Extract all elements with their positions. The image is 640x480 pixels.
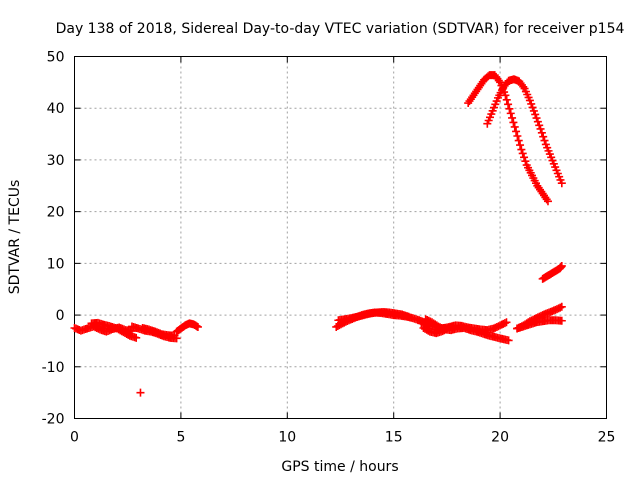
data-point [514, 136, 523, 145]
grid-layer [74, 56, 607, 419]
data-point [557, 179, 566, 188]
data-point [535, 121, 544, 130]
y-tick-label: 30 [47, 153, 65, 169]
data-point [532, 114, 541, 123]
series-arc-10 [417, 319, 458, 333]
y-tick-label: 10 [47, 256, 65, 272]
x-axis-label: GPS time / hours [281, 459, 398, 475]
data-point [529, 106, 538, 115]
y-tick-label: -20 [42, 412, 65, 428]
x-tick-label: 15 [385, 430, 403, 446]
data-point [518, 149, 527, 158]
data-point [557, 316, 566, 325]
series-arc-7 [334, 307, 413, 325]
data-point [537, 128, 546, 137]
plot-frame [74, 56, 607, 419]
data-point [136, 388, 145, 397]
x-tick-label: 0 [70, 430, 79, 446]
y-tick-label: 40 [47, 101, 65, 117]
ticks-layer: 0 5 10 15 20 25 -20 -10 0 10 20 30 40 50 [42, 50, 616, 446]
series-arc-2 [87, 318, 141, 342]
data-point [533, 117, 542, 126]
series-arc-15 [483, 75, 566, 188]
data-point [528, 103, 537, 112]
series-outlier [136, 388, 145, 397]
data-point [557, 261, 566, 270]
data-point [132, 333, 141, 342]
x-tick-label: 25 [598, 430, 616, 446]
data-point [505, 104, 514, 113]
data-point [508, 113, 517, 122]
data-point [193, 322, 202, 331]
data-point [510, 122, 519, 131]
data-point [527, 99, 536, 108]
data-point [519, 82, 528, 91]
series-arc-13 [538, 261, 566, 283]
series-arc-12 [513, 302, 566, 333]
data-point [543, 197, 552, 206]
data-point [540, 136, 549, 145]
data-point [531, 110, 540, 119]
data-point [512, 127, 521, 136]
data-point [521, 157, 530, 166]
data-point [504, 336, 513, 345]
data-point [536, 124, 545, 133]
series-arc-5 [172, 319, 202, 336]
data-point [520, 153, 529, 162]
data-point [516, 141, 525, 150]
data-point [557, 302, 566, 311]
data-point [170, 331, 179, 340]
data-point [513, 132, 522, 141]
y-tick-label: -10 [42, 360, 65, 376]
y-tick-label: 50 [47, 50, 65, 66]
data-point [506, 109, 515, 118]
data-point [502, 318, 511, 327]
data-point [509, 118, 518, 127]
data-point [404, 312, 413, 321]
data-point [504, 100, 513, 109]
data-point [494, 76, 503, 85]
points-layer [70, 71, 566, 397]
x-tick-label: 10 [278, 430, 296, 446]
y-axis-label: SDTVAR / TECUs [7, 180, 23, 295]
data-point [502, 95, 511, 104]
data-point [517, 145, 526, 154]
series-arc-14 [464, 71, 552, 206]
data-point [539, 132, 548, 141]
series-arc-4 [138, 324, 179, 340]
data-point [525, 96, 534, 105]
x-tick-label: 5 [176, 430, 185, 446]
data-point [449, 321, 458, 330]
y-tick-label: 20 [47, 205, 65, 221]
chart-title: Day 138 of 2018, Sidereal Day-to-day VTE… [56, 21, 625, 37]
y-tick-label: 0 [56, 308, 65, 324]
x-tick-label: 20 [491, 430, 509, 446]
